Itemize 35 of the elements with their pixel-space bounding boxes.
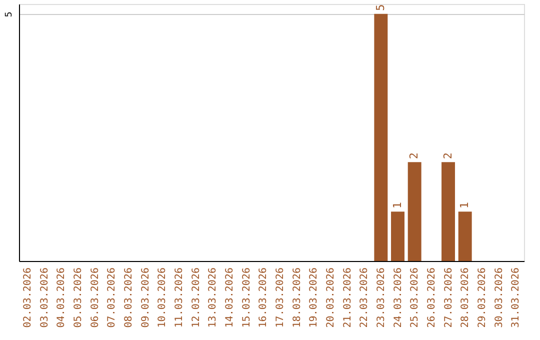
x-tick-label: 08.03.2026 [123, 268, 134, 328]
x-tick-label: 18.03.2026 [292, 268, 303, 328]
x-tick-label: 26.03.2026 [426, 268, 438, 328]
x-tick-label: 05.03.2026 [72, 268, 84, 328]
x-tick-label: 03.03.2026 [39, 268, 50, 328]
x-tick-label: 07.03.2026 [106, 268, 118, 328]
x-tick-label: 06.03.2026 [90, 268, 101, 328]
x-tick-label: 14.03.2026 [224, 268, 236, 328]
x-tick-label: 10.03.2026 [157, 268, 168, 328]
x-tick-label: 09.03.2026 [140, 268, 152, 328]
x-tick-label: 27.03.2026 [443, 268, 454, 328]
data-label: 5 [374, 4, 387, 11]
x-tick-label: 20.03.2026 [325, 268, 336, 328]
x-tick-label: 02.03.2026 [22, 268, 34, 328]
x-tick-label: 04.03.2026 [56, 268, 68, 328]
x-tick-label: 21.03.2026 [342, 268, 354, 328]
data-label: 1 [390, 202, 404, 209]
x-tick-label: 19.03.2026 [308, 268, 320, 328]
x-tick-label: 30.03.2026 [494, 268, 505, 328]
x-tick-label: 25.03.2026 [410, 268, 421, 328]
data-label: 2 [441, 152, 454, 160]
x-tick-label: 29.03.2026 [476, 268, 488, 328]
data-label: 1 [458, 202, 472, 209]
x-tick-label: 31.03.2026 [510, 268, 522, 328]
x-tick-label: 24.03.2026 [392, 268, 404, 328]
x-tick-label: 17.03.2026 [274, 268, 286, 328]
x-tick-label: 12.03.2026 [190, 268, 202, 328]
data-label: 2 [408, 152, 421, 160]
x-tick-label: 16.03.2026 [258, 268, 270, 328]
x-tick-label: 11.03.2026 [174, 268, 185, 328]
x-tick-label: 22.03.2026 [359, 268, 370, 328]
x-tick-label: 23.03.2026 [376, 268, 387, 328]
x-tick-label: 15.03.2026 [241, 268, 252, 328]
x-tick-label: 13.03.2026 [208, 268, 219, 328]
x-tick-label: 28.03.2026 [460, 268, 472, 328]
